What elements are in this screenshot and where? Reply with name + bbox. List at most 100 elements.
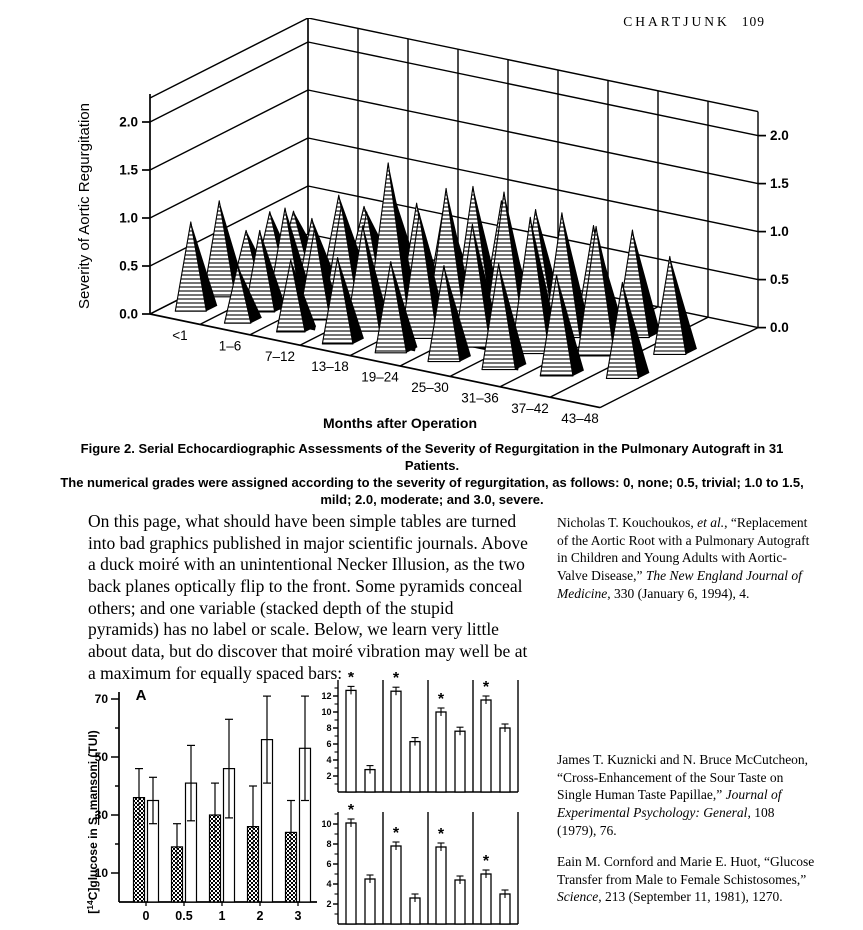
pyramid-side-shadow	[338, 195, 365, 272]
open-bar	[435, 846, 447, 925]
chart-label: 0.5	[119, 259, 138, 274]
open-bar	[480, 699, 492, 793]
pyramid-chart-x-axis-title: Months after Operation	[322, 415, 477, 431]
chart-label: 0.0	[770, 320, 789, 335]
pyramid	[244, 229, 276, 313]
pyramid-side-shadow	[337, 257, 364, 344]
citation-cornford: Eain M. Cornford and Marie E. Huot, “Glu…	[557, 854, 815, 905]
pyramid	[453, 223, 491, 348]
chart-label: 2	[257, 909, 264, 923]
chart-label: 50	[95, 750, 109, 764]
pyramid-side-shadow	[556, 275, 584, 376]
hatched-bar	[170, 846, 184, 903]
open-bar	[390, 690, 402, 793]
chart-label: 2.0	[119, 115, 138, 130]
pyramid-chart-plot: 0.0 0.5 1.0 1.5 2.0 0.0 0.5 1.0 1.5 2.0 <1 1–6 7–12 1…	[76, 18, 789, 426]
open-bar	[499, 727, 511, 793]
chart-label: 1.0	[119, 211, 138, 226]
chart-label: 1–6	[219, 338, 242, 353]
pyramid	[481, 263, 516, 371]
chart-label: 0	[143, 909, 150, 923]
taste-chart-plot: 2 4 6 8 10 12 * * * * 2 4 6 8 10 * * * *	[322, 672, 519, 925]
figure-caption-line2: The numerical grades were assigned accor…	[60, 474, 804, 507]
chart-label: 1.0	[770, 224, 789, 239]
chart-label: 19–24	[361, 370, 399, 385]
pyramid	[345, 225, 381, 332]
glucose-bar-chart: 10 30 50 70 A 0 0.5 1 2 3 [14C]glucose in S. manso…	[85, 687, 317, 923]
pyramid-side-shadow	[285, 208, 312, 300]
open-bar	[390, 845, 402, 925]
chart-label: 1.5	[770, 176, 789, 191]
chart-line	[149, 137, 309, 219]
open-bar	[409, 740, 421, 793]
chart-label: 31–36	[461, 390, 499, 405]
pyramid	[577, 225, 616, 357]
chart-label: 0.5	[175, 909, 192, 923]
body-paragraph: On this page, what should have been simp…	[88, 511, 528, 683]
chart-label: 6	[326, 859, 331, 869]
chart-label: <1	[172, 328, 187, 343]
chart-label: 6	[326, 739, 331, 749]
significance-asterisk: *	[438, 826, 445, 843]
significance-asterisk: *	[483, 679, 490, 696]
chart-label: 3	[295, 909, 302, 923]
chart-label: 37–42	[511, 401, 549, 416]
chart-line	[149, 185, 309, 267]
open-bar	[454, 730, 466, 793]
taste-bar-chart: 2 4 6 8 10 12 * * * * 2 4 6 8 10 * * * *	[322, 672, 519, 925]
chart-label: 4	[326, 879, 331, 889]
pyramid	[427, 265, 461, 363]
chart-label: 43–48	[561, 411, 599, 426]
citation-kuznicki: James T. Kuznicki and N. Bruce McCutcheo…	[557, 752, 809, 838]
chart-line	[307, 41, 759, 137]
chart-line	[149, 41, 309, 123]
chapter-title: CHARTJUNK	[623, 14, 730, 29]
pyramid	[605, 281, 639, 379]
pyramid-side-shadow	[561, 212, 591, 338]
chart-label: 10	[95, 866, 109, 880]
pyramid-side-shadow	[290, 260, 317, 332]
pyramid	[298, 228, 331, 321]
chart-line	[307, 18, 759, 113]
chart-label: 10	[322, 707, 332, 717]
significance-asterisk: *	[348, 802, 355, 819]
pyramid-side-shadow	[632, 230, 661, 338]
pyramid	[510, 216, 550, 355]
open-bar	[499, 893, 511, 925]
pyramid-side-shadow	[669, 256, 697, 355]
pyramid-side-shadow	[259, 230, 286, 312]
citation-kouchoukos: Nicholas T. Kouchoukos, et al., “Replace…	[557, 515, 810, 601]
pyramid-side-shadow	[237, 265, 262, 324]
chart-line	[307, 137, 759, 233]
pyramid	[400, 213, 438, 339]
chart-line	[599, 326, 759, 409]
open-bar	[345, 689, 357, 793]
significance-asterisk: *	[393, 672, 400, 687]
hatched-bar	[208, 814, 222, 903]
significance-asterisk: *	[348, 672, 355, 686]
chart-label: 0.5	[770, 272, 789, 287]
open-bar	[454, 879, 466, 925]
significance-asterisk: *	[393, 825, 400, 842]
figure-caption: Figure 2. Serial Echocardiographic Asses…	[56, 441, 808, 509]
pyramid-side-shadow	[622, 282, 650, 379]
chart-label: 2	[326, 771, 331, 781]
chart-label: 8	[326, 723, 331, 733]
pyramid	[539, 274, 574, 377]
chart-label: 30	[95, 808, 109, 822]
pyramid-y-axis-title: Severity of Aortic Regurgitation	[76, 103, 93, 309]
glucose-y-axis-title: [14C]glucose in S. mansoni (TUI)	[85, 730, 100, 913]
chart-label: A	[136, 687, 147, 704]
chart-label: 25–30	[411, 380, 449, 395]
chart-label: 70	[95, 692, 109, 706]
pyramid-side-shadow	[498, 264, 527, 370]
significance-asterisk: *	[438, 691, 445, 708]
open-bar	[364, 878, 376, 925]
page-number: 109	[741, 14, 765, 29]
open-bar	[480, 873, 492, 925]
chart-label: 2.0	[770, 128, 789, 143]
pyramid	[321, 257, 354, 345]
chart-label: 13–18	[311, 359, 349, 374]
pyramid-side-shadow	[443, 265, 471, 362]
